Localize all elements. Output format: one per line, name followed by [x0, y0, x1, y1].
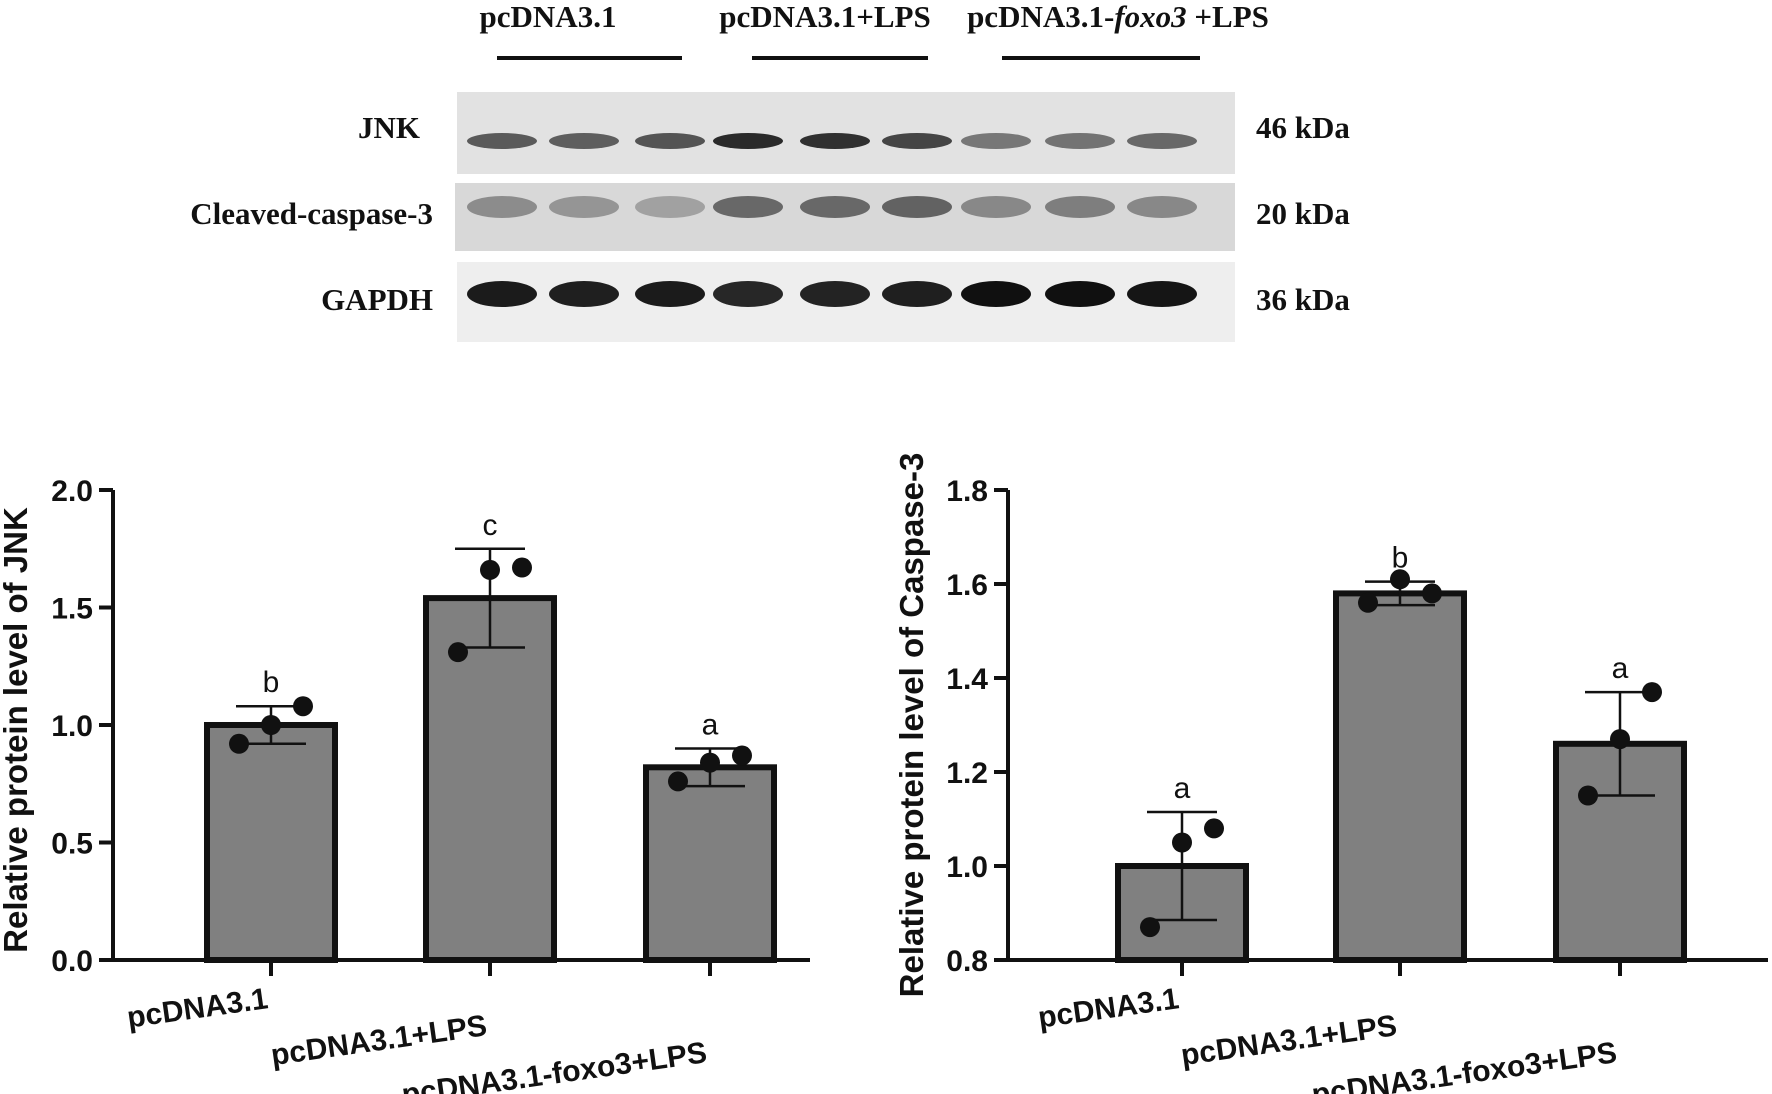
significance-letter: a	[1612, 652, 1629, 685]
x-category-label: pcDNA3.1+LPS	[269, 1009, 489, 1072]
data-point	[229, 733, 249, 754]
y-tick-label: 1.4	[946, 663, 988, 696]
data-point	[1578, 785, 1598, 806]
blot-band	[800, 133, 870, 149]
data-point	[512, 557, 532, 578]
data-point	[293, 696, 313, 717]
y-tick-label: 1.0	[51, 710, 93, 743]
data-point	[668, 771, 688, 792]
data-point	[1610, 729, 1630, 750]
blot-band	[467, 196, 537, 218]
caspase3-bar-chart: Relative protein level of Caspase-3 0.8 1…	[893, 453, 1768, 1094]
data-point	[261, 715, 281, 735]
blot-mw-label-cleaved-caspase-3: 20 kDa	[1256, 196, 1350, 231]
data-point	[1642, 682, 1662, 703]
y-tick-label: 0.0	[51, 945, 93, 978]
bar	[643, 764, 777, 963]
significance-letter: a	[1174, 772, 1191, 805]
blot-group-label-2: pcDNA3.1+LPS	[719, 0, 930, 34]
blot-band	[549, 281, 619, 307]
blot-band	[635, 281, 705, 307]
blot-band	[1127, 281, 1197, 307]
blot-group-label-3-italic: foxo3	[1114, 0, 1186, 34]
significance-letter: a	[702, 709, 719, 742]
data-point	[1358, 592, 1378, 613]
caspase3-y-axis-label: Relative protein level of Caspase-3	[893, 453, 930, 998]
y-tick-label: 1.2	[946, 757, 988, 790]
blot-row-label-jnk: JNK	[358, 110, 420, 145]
data-point	[700, 752, 720, 773]
blot-band	[467, 133, 537, 149]
blot-band	[1127, 196, 1197, 218]
blot-band	[549, 196, 619, 218]
y-tick-label: 1.0	[946, 851, 988, 884]
blot-group-label-3: pcDNA3.1-foxo3 +LPS	[967, 0, 1269, 34]
blot-row-label-cleaved-caspase-3: Cleaved-caspase-3	[190, 196, 433, 231]
y-tick-label: 1.6	[946, 569, 988, 602]
y-tick-label: 0.5	[51, 828, 93, 861]
data-point	[480, 559, 500, 580]
blot-band	[635, 196, 705, 218]
data-point	[1422, 583, 1442, 604]
y-tick-label: 1.8	[946, 475, 988, 508]
blot-band	[961, 281, 1031, 307]
significance-letter: b	[263, 666, 280, 699]
blot-group-label-1: pcDNA3.1	[480, 0, 617, 34]
blot-mw-label-jnk: 46 kDa	[1256, 110, 1350, 145]
blot-row-label-gapdh: GAPDH	[321, 282, 433, 317]
jnk-y-axis-label: Relative protein level of JNK	[0, 507, 34, 953]
blot-band	[882, 133, 952, 149]
blot-band	[1045, 196, 1115, 218]
blot-band	[713, 281, 783, 307]
data-point	[732, 745, 752, 766]
blot-group-label-3-suffix: +LPS	[1187, 0, 1269, 34]
blot-band	[800, 281, 870, 307]
data-point	[1172, 832, 1192, 853]
blot-band	[961, 133, 1031, 149]
blot-band	[1045, 133, 1115, 149]
x-category-label: pcDNA3.1	[1036, 982, 1181, 1034]
data-point	[1204, 818, 1224, 839]
significance-letter: c	[483, 509, 498, 542]
y-tick-label: 0.8	[946, 945, 988, 978]
data-point	[1390, 569, 1410, 590]
x-category-label: pcDNA3.1	[125, 982, 270, 1034]
blot-bands	[467, 133, 1197, 307]
blot-band	[882, 196, 952, 218]
y-tick-label: 2.0	[51, 475, 93, 508]
data-point	[448, 642, 468, 663]
blot-band	[1045, 281, 1115, 307]
blot-band	[467, 281, 537, 307]
x-category-label: pcDNA3.1+LPS	[1179, 1009, 1399, 1072]
blot-group-label-3-prefix: pcDNA3.1-	[967, 0, 1114, 34]
blot-strip-jnk	[457, 92, 1235, 174]
jnk-bar-chart: Relative protein level of JNK 0.0 0.5 1.0 1…	[0, 475, 810, 1094]
blot-band	[882, 281, 952, 307]
significance-letter: b	[1392, 542, 1409, 575]
blot-band	[713, 196, 783, 218]
data-point	[1140, 917, 1160, 938]
western-blot-panel: pcDNA3.1 pcDNA3.1+LPS pcDNA3.1-foxo3 +LP…	[190, 0, 1350, 342]
blot-band	[961, 196, 1031, 218]
bar	[204, 722, 338, 963]
blot-band	[549, 133, 619, 149]
blot-band	[1127, 133, 1197, 149]
y-tick-label: 1.5	[51, 593, 93, 626]
bar	[1333, 590, 1467, 964]
bar	[423, 595, 557, 963]
blot-band	[800, 196, 870, 218]
blot-band	[713, 133, 783, 149]
blot-mw-label-gapdh: 36 kDa	[1256, 282, 1350, 317]
blot-band	[635, 133, 705, 149]
